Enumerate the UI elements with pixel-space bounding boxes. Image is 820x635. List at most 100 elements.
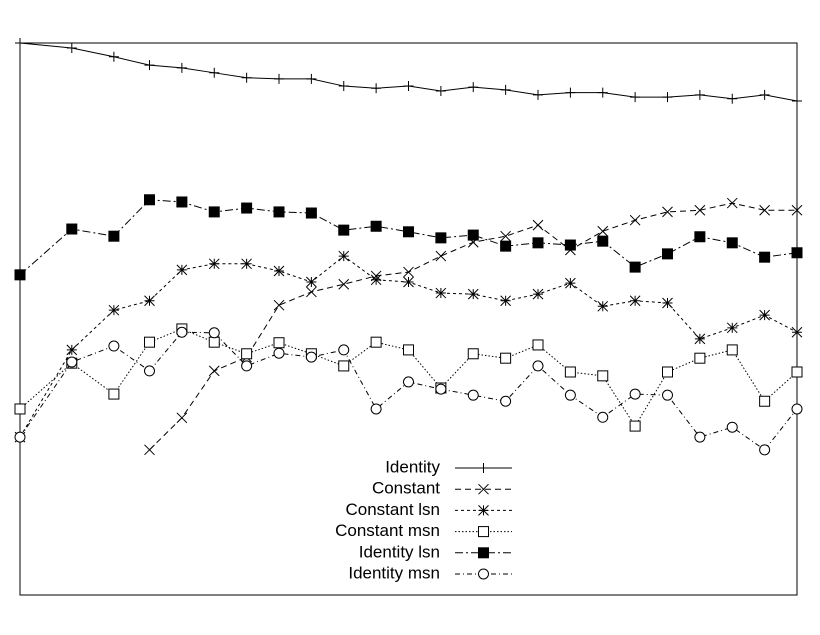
point-marker	[108, 340, 120, 352]
point-marker	[759, 444, 771, 456]
point-marker	[370, 274, 382, 286]
point-marker	[306, 73, 317, 84]
point-marker	[662, 92, 673, 103]
point-marker	[532, 360, 544, 372]
point-marker	[500, 352, 512, 364]
point-marker	[533, 89, 543, 100]
point-marker	[209, 67, 220, 78]
point-marker	[144, 336, 155, 348]
point-marker	[208, 365, 220, 377]
point-marker	[435, 86, 446, 97]
legend-marker	[478, 505, 489, 516]
point-marker	[467, 348, 479, 360]
point-marker	[532, 237, 544, 249]
point-marker	[66, 356, 78, 368]
point-marker	[532, 288, 544, 300]
point-marker	[629, 214, 641, 226]
point-marker	[208, 336, 220, 348]
point-marker	[630, 92, 641, 103]
point-marker	[726, 322, 738, 334]
point-marker	[435, 383, 447, 395]
point-marker	[565, 277, 576, 289]
point-marker	[14, 269, 26, 281]
point-marker	[564, 366, 576, 378]
point-marker	[662, 366, 673, 378]
point-marker	[467, 229, 479, 241]
legend-marker	[478, 526, 489, 538]
point-marker	[144, 194, 155, 206]
point-marker	[662, 297, 673, 309]
point-marker	[759, 251, 771, 263]
point-marker	[66, 223, 78, 235]
point-marker	[338, 344, 350, 356]
point-marker	[597, 411, 609, 423]
point-marker	[759, 309, 770, 321]
point-marker	[144, 444, 155, 456]
point-marker	[208, 258, 220, 270]
point-marker	[500, 240, 512, 252]
point-marker	[694, 431, 706, 443]
point-marker	[694, 352, 706, 364]
point-marker	[565, 87, 576, 98]
point-marker	[694, 333, 706, 345]
point-marker	[726, 237, 738, 249]
point-marker	[727, 93, 738, 104]
point-marker	[144, 295, 155, 307]
point-marker	[435, 287, 447, 299]
point-marker	[370, 336, 382, 348]
point-marker	[306, 276, 317, 288]
point-marker	[338, 81, 349, 92]
point-marker	[241, 258, 252, 270]
point-marker	[338, 224, 350, 236]
point-marker	[629, 295, 641, 307]
point-marker	[15, 38, 25, 48]
point-marker	[108, 51, 119, 62]
point-marker	[597, 235, 609, 247]
point-marker	[403, 276, 414, 288]
point-marker	[500, 395, 512, 407]
point-marker	[241, 348, 253, 360]
series-line	[19, 42, 798, 102]
point-marker	[726, 421, 738, 433]
point-marker	[274, 73, 284, 84]
point-marker	[500, 230, 511, 242]
point-marker	[273, 347, 285, 359]
point-marker	[370, 220, 382, 232]
point-marker	[791, 366, 803, 378]
point-marker	[403, 266, 414, 278]
point-marker	[759, 204, 770, 216]
point-marker	[108, 230, 120, 242]
legend-label: Identity lsn	[359, 542, 440, 561]
point-marker	[305, 351, 317, 363]
point-marker	[306, 286, 317, 298]
point-marker	[241, 72, 252, 83]
point-marker	[273, 206, 285, 218]
point-marker	[597, 300, 609, 312]
point-marker	[176, 62, 187, 73]
point-marker	[500, 295, 511, 307]
point-marker	[338, 360, 350, 372]
point-marker	[629, 261, 641, 273]
point-marker	[662, 206, 673, 218]
point-marker	[14, 431, 26, 443]
point-marker	[273, 299, 285, 311]
point-marker	[500, 84, 511, 95]
legend-label: Constant msn	[335, 521, 440, 540]
legend-marker	[478, 568, 489, 580]
point-marker	[629, 420, 641, 432]
point-marker	[532, 339, 544, 351]
legend-marker	[478, 547, 489, 559]
point-marker	[338, 250, 350, 262]
point-marker	[144, 60, 155, 71]
point-marker	[435, 250, 447, 262]
point-marker	[629, 388, 641, 400]
point-marker	[791, 247, 803, 259]
point-marker	[662, 248, 673, 260]
point-marker	[241, 202, 253, 214]
point-marker	[694, 231, 706, 243]
legend-label: Constant lsn	[346, 500, 441, 519]
point-marker	[467, 288, 479, 300]
point-marker	[564, 389, 576, 401]
point-marker	[108, 388, 120, 400]
